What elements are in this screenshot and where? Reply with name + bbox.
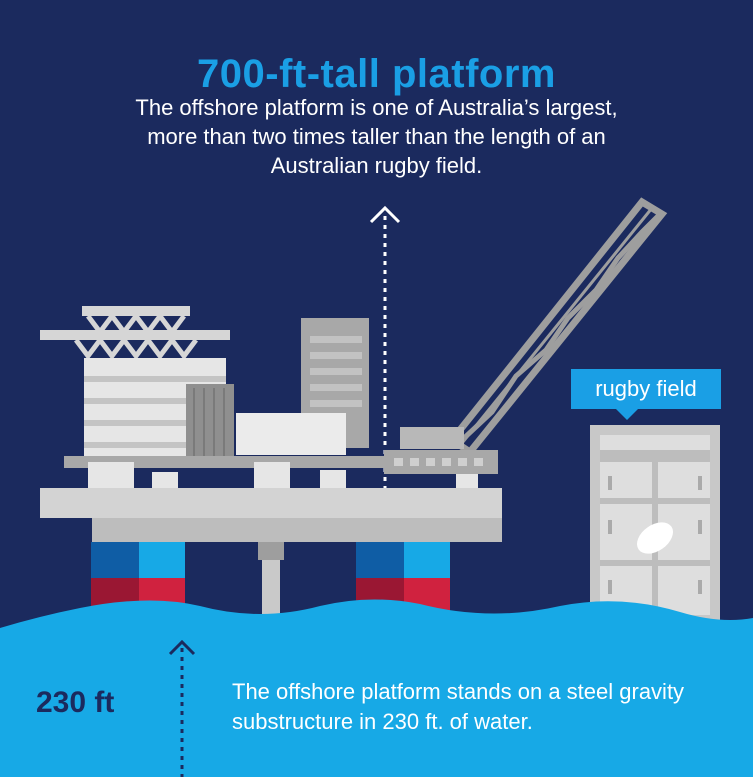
depth-value: 230 ft (36, 686, 115, 719)
main-deck (40, 450, 502, 542)
rugby-field-label: rugby field (571, 369, 721, 409)
depth-description: The offshore platform stands on a steel … (232, 679, 685, 734)
crane (400, 197, 668, 457)
rugby-field-label-pointer (616, 409, 638, 420)
rugby-ball-icon (636, 522, 674, 554)
headline-title: 700-ft-tall platform (197, 52, 556, 96)
height-arrow (369, 205, 401, 600)
depth-arrow (168, 639, 196, 777)
water (0, 599, 753, 777)
up-arrow-icon (369, 205, 401, 224)
helideck (40, 306, 230, 361)
up-arrow-icon (168, 639, 196, 656)
accommodation-block (84, 358, 234, 464)
headline-description: The offshore platform is one of Australi… (135, 95, 618, 178)
rugby-field-graphic (590, 425, 720, 625)
process-tower (236, 318, 369, 455)
